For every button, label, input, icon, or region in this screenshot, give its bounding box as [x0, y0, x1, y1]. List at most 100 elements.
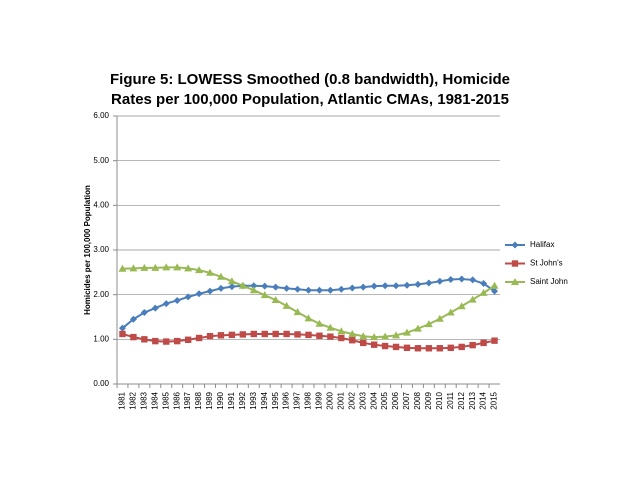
x-tick-label: 1993 [249, 391, 258, 409]
x-tick-label: 2004 [369, 391, 378, 409]
x-tick-label: 2014 [479, 391, 488, 409]
marker [305, 331, 312, 339]
marker [392, 282, 400, 290]
marker [479, 288, 488, 296]
marker [458, 343, 465, 351]
marker [272, 330, 279, 338]
marker [184, 336, 192, 343]
marker [425, 345, 433, 352]
marker [327, 333, 334, 340]
marker [435, 314, 444, 322]
x-tick-label: 1994 [260, 391, 269, 409]
y-tick-label: 4.00 [93, 200, 109, 209]
marker [130, 333, 137, 341]
x-tick-label: 2003 [358, 391, 367, 409]
marker [129, 264, 138, 272]
marker [250, 330, 257, 338]
y-tick-label: 1.00 [93, 334, 109, 343]
y-tick-label: 0.00 [93, 379, 109, 388]
marker [403, 344, 411, 352]
x-tick-label: 2002 [347, 391, 356, 409]
marker [392, 343, 400, 351]
x-tick-label: 1984 [150, 391, 159, 409]
x-tick-label: 2011 [446, 391, 455, 409]
marker [337, 327, 346, 335]
marker [436, 345, 444, 352]
marker [348, 329, 357, 337]
marker [414, 280, 422, 288]
marker [349, 337, 356, 344]
marker [118, 264, 127, 272]
marker [238, 281, 247, 289]
marker [315, 286, 323, 294]
marker [260, 291, 269, 299]
marker [316, 332, 323, 339]
marker [283, 284, 291, 292]
y-axis-label: Homicides per 100,000 Population [83, 185, 92, 315]
marker [359, 332, 368, 340]
marker [447, 275, 455, 283]
marker [293, 308, 302, 316]
x-tick-label: 1981 [118, 391, 127, 409]
x-tick-label: 2010 [435, 391, 444, 409]
marker [457, 302, 466, 310]
x-tick-label: 2001 [336, 391, 345, 409]
marker [480, 339, 487, 347]
marker [436, 277, 444, 285]
x-tick-label: 1991 [227, 391, 236, 409]
marker [119, 330, 126, 338]
marker [162, 300, 170, 308]
x-tick-label: 1995 [271, 391, 280, 409]
marker [511, 241, 519, 249]
marker [239, 331, 247, 338]
marker [338, 334, 345, 342]
marker [490, 281, 499, 289]
marker [469, 276, 477, 284]
x-tick-label: 1987 [183, 391, 192, 409]
marker [381, 282, 389, 290]
marker [271, 296, 280, 304]
marker [227, 277, 236, 285]
x-tick-label: 2006 [391, 391, 400, 409]
marker [511, 278, 519, 285]
x-tick-label: 1990 [216, 391, 225, 409]
marker [447, 344, 454, 352]
x-tick-label: 1992 [238, 391, 247, 409]
marker [261, 330, 268, 338]
legend-label: Saint John [530, 277, 568, 286]
marker [163, 338, 170, 345]
x-tick-label: 2000 [325, 391, 334, 409]
x-tick-label: 1989 [205, 391, 214, 409]
marker [195, 266, 204, 274]
x-tick-label: 2015 [490, 391, 499, 409]
x-tick-label: 1997 [293, 391, 302, 409]
marker [162, 263, 171, 271]
x-tick-label: 1983 [139, 391, 148, 409]
marker [403, 281, 411, 289]
marker [140, 263, 149, 271]
x-tick-label: 2013 [468, 391, 477, 409]
marker [217, 284, 225, 292]
marker [173, 263, 182, 271]
legend-label: Halifax [530, 240, 554, 249]
x-tick-label: 1982 [129, 391, 138, 409]
marker [195, 334, 203, 342]
marker [348, 284, 356, 292]
y-tick-label: 2.00 [93, 290, 109, 299]
marker [228, 283, 236, 291]
marker [326, 323, 335, 331]
marker [151, 304, 159, 312]
marker [402, 328, 411, 336]
x-tick-label: 1999 [315, 391, 324, 409]
marker [370, 333, 379, 341]
marker [491, 337, 498, 344]
x-tick-label: 2012 [457, 391, 466, 409]
marker [414, 345, 422, 352]
marker [480, 280, 488, 287]
marker [216, 272, 225, 280]
chart-title: Figure 5: LOWESS Smoothed (0.8 bandwidth… [110, 71, 510, 88]
marker [173, 296, 181, 304]
marker [359, 283, 367, 291]
